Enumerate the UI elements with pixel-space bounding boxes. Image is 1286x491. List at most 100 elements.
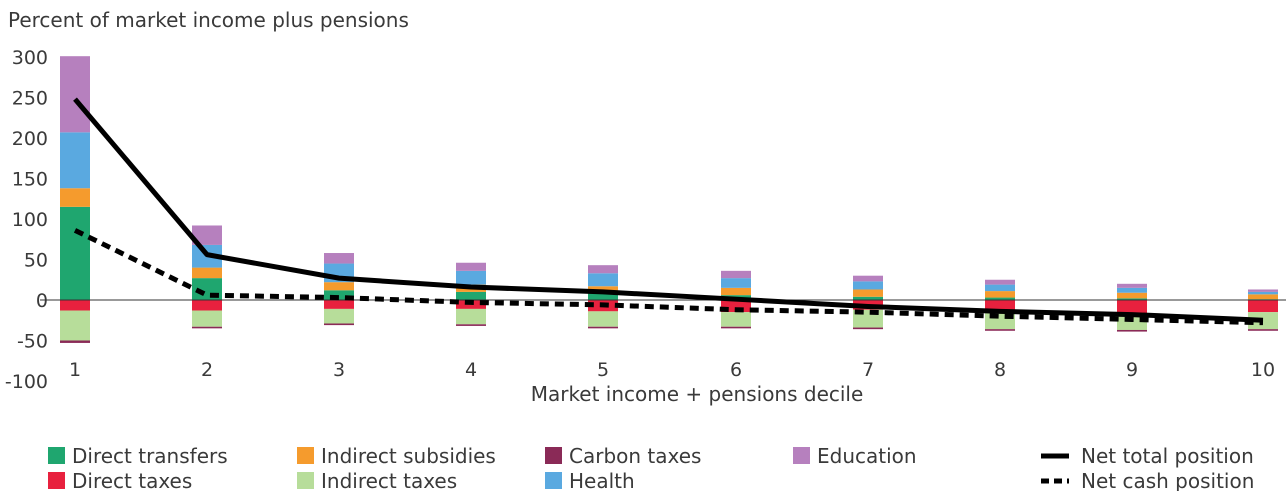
bar-indirect-subsidies xyxy=(985,291,1015,298)
bar-indirect-taxes xyxy=(60,310,90,341)
x-tick-label: 6 xyxy=(730,359,742,381)
lines-group xyxy=(73,97,1264,326)
bar-carbon-taxes xyxy=(1248,329,1278,331)
x-tick-label: 8 xyxy=(994,359,1006,381)
bar-indirect-subsidies xyxy=(721,287,751,296)
legend-swatch-direct-taxes xyxy=(48,472,65,489)
y-tick-label: 200 xyxy=(12,128,48,150)
bar-direct-transfers xyxy=(456,291,486,300)
bar-health xyxy=(1117,287,1147,293)
bar-education xyxy=(456,262,486,271)
bar-health xyxy=(1248,291,1278,295)
bar-carbon-taxes xyxy=(324,323,354,326)
bar-education xyxy=(985,279,1015,285)
bar-health xyxy=(60,132,90,189)
bar-education xyxy=(1117,283,1147,288)
legend-label-indirect-taxes: Indirect taxes xyxy=(321,469,457,491)
x-tick-label: 5 xyxy=(597,359,609,381)
bars-group xyxy=(60,56,1278,343)
bar-indirect-subsidies xyxy=(60,188,90,207)
legend-label-health: Health xyxy=(569,469,635,491)
bar-indirect-taxes xyxy=(324,308,354,324)
x-tick-label: 7 xyxy=(862,359,874,381)
legend-label-carbon-taxes: Carbon taxes xyxy=(569,444,701,468)
bar-direct-taxes xyxy=(1248,300,1278,313)
y-tick-label: 100 xyxy=(12,209,48,231)
bar-carbon-taxes xyxy=(456,324,486,326)
bar-carbon-taxes xyxy=(1117,329,1147,332)
legend-swatch-carbon-taxes xyxy=(545,447,562,464)
legend-swatch-education xyxy=(793,447,810,464)
bar-direct-transfers xyxy=(853,296,883,300)
bar-education xyxy=(324,253,354,264)
bar-indirect-taxes xyxy=(588,311,618,327)
bar-carbon-taxes xyxy=(721,326,751,329)
bar-health xyxy=(721,278,751,288)
legend-swatch-direct-transfers xyxy=(48,447,65,464)
bar-direct-transfers xyxy=(60,206,90,300)
bar-indirect-taxes xyxy=(192,310,222,327)
legend-label-education: Education xyxy=(817,444,917,468)
x-axis-label: Market income + pensions decile xyxy=(531,382,864,406)
bar-health xyxy=(985,284,1015,292)
bar-indirect-taxes xyxy=(1117,314,1147,330)
bar-direct-taxes xyxy=(1117,300,1147,315)
x-tick-label: 2 xyxy=(201,359,213,381)
bar-carbon-taxes xyxy=(588,326,618,329)
y-tick-label: 150 xyxy=(12,169,48,191)
bar-education xyxy=(1248,289,1278,292)
chart-title: Percent of market income plus pensions xyxy=(8,8,409,32)
legend-label-net-cash-position: Net cash position xyxy=(1081,469,1254,491)
bar-education xyxy=(853,275,883,282)
legend-swatch-indirect-subsidies xyxy=(297,447,314,464)
bar-health xyxy=(853,281,883,290)
bar-health xyxy=(588,273,618,287)
y-tick-label: -100 xyxy=(5,371,48,393)
y-tick-label: 0 xyxy=(36,290,48,312)
bar-education xyxy=(60,56,90,133)
y-tick-label: 300 xyxy=(12,47,48,69)
legend-label-direct-taxes: Direct taxes xyxy=(72,469,192,491)
bar-direct-transfers xyxy=(1117,298,1147,300)
bar-indirect-subsidies xyxy=(853,289,883,297)
bar-direct-taxes xyxy=(192,300,222,311)
legend-label-indirect-subsidies: Indirect subsidies xyxy=(321,444,496,468)
bar-education xyxy=(588,265,618,274)
legend-swatch-indirect-taxes xyxy=(297,472,314,489)
bar-carbon-taxes xyxy=(60,340,90,343)
bar-carbon-taxes xyxy=(985,329,1015,331)
x-tick-label: 1 xyxy=(69,359,81,381)
legend: Direct transfers Indirect subsidies Carbon… xyxy=(48,444,1254,491)
bar-education xyxy=(192,225,222,245)
bar-indirect-subsidies xyxy=(1248,294,1278,300)
x-tick-label: 4 xyxy=(465,359,477,381)
bar-direct-taxes xyxy=(324,300,354,309)
y-tick-label: -50 xyxy=(17,331,48,353)
bar-direct-taxes xyxy=(60,300,90,311)
bar-health xyxy=(456,270,486,285)
x-tick-label: 10 xyxy=(1251,359,1275,381)
bar-carbon-taxes xyxy=(853,327,883,330)
bar-indirect-subsidies xyxy=(324,282,354,291)
y-axis-ticks: 300 250 200 150 100 50 0 -50 -100 xyxy=(5,47,48,393)
bar-carbon-taxes xyxy=(192,326,222,329)
legend-label-direct-transfers: Direct transfers xyxy=(72,444,228,468)
line-net-total-position xyxy=(73,97,1264,323)
bar-direct-transfers xyxy=(985,297,1015,300)
x-tick-label: 9 xyxy=(1126,359,1138,381)
y-tick-label: 250 xyxy=(12,88,48,110)
y-tick-label: 50 xyxy=(24,250,48,272)
bar-indirect-subsidies xyxy=(1117,292,1147,299)
bar-direct-transfers xyxy=(324,290,354,300)
x-tick-label: 3 xyxy=(333,359,345,381)
bar-indirect-taxes xyxy=(456,308,486,325)
line-net-cash-position xyxy=(73,228,1264,326)
bar-indirect-taxes xyxy=(721,312,751,327)
bar-direct-transfers xyxy=(588,293,618,300)
x-axis-ticks: 1 2 3 4 5 6 7 8 9 10 xyxy=(69,359,1275,381)
bar-education xyxy=(721,270,751,279)
legend-swatch-health xyxy=(545,472,562,489)
bar-indirect-subsidies xyxy=(192,267,222,279)
legend-label-net-total-position: Net total position xyxy=(1081,444,1254,468)
